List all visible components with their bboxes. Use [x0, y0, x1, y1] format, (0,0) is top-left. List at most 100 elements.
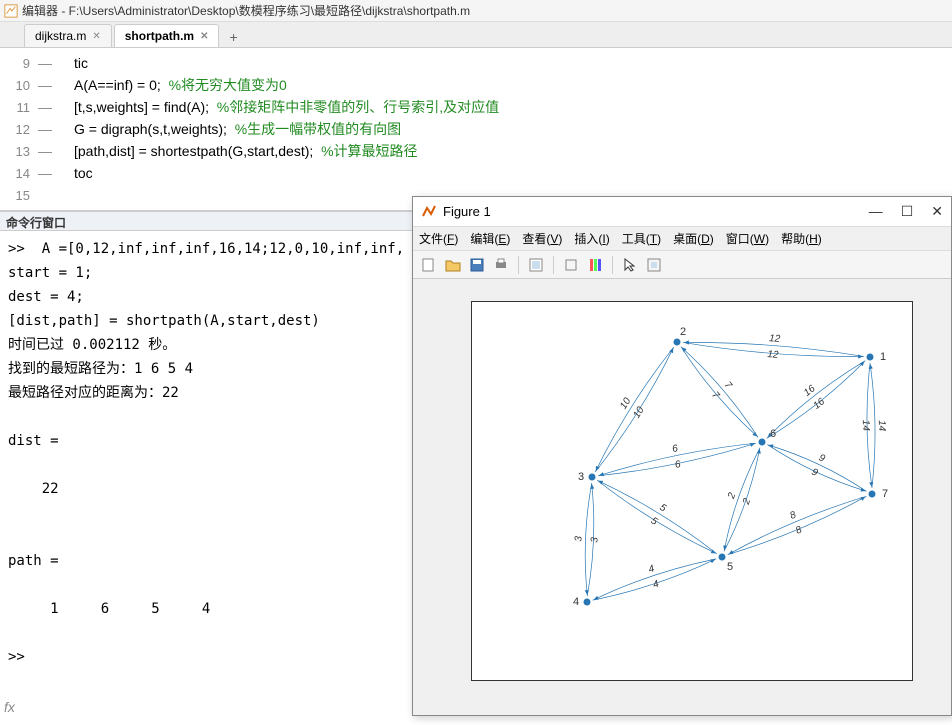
- edge-weight: 8: [794, 524, 804, 536]
- edge-weight: 7: [722, 380, 734, 392]
- menu-item[interactable]: 查看(V): [522, 230, 562, 247]
- graph-node: [867, 354, 874, 361]
- node-label: 2: [680, 326, 686, 338]
- code-text: toc: [54, 165, 93, 181]
- node-label: 7: [882, 488, 888, 500]
- edge-weight: 5: [657, 502, 668, 515]
- code-line[interactable]: 12—G = digraph(s,t,weights); %生成一幅带权值的有向…: [0, 118, 952, 140]
- maximize-button[interactable]: ☐: [901, 203, 914, 220]
- matlab-icon: [421, 204, 437, 220]
- save-icon[interactable]: [467, 255, 487, 275]
- new-icon[interactable]: [419, 255, 439, 275]
- edge-weight: 12: [767, 349, 779, 361]
- figure-window: Figure 1 — ☐ ✕ 文件(F) 编辑(E) 查看(V) 插入(I) 工具(T)…: [412, 196, 952, 716]
- edge-weight: 3: [589, 537, 600, 543]
- line-number: 14: [0, 166, 36, 181]
- menu-item[interactable]: 帮助(H): [781, 230, 822, 247]
- figure-menubar: 文件(F) 编辑(E) 查看(V) 插入(I) 工具(T) 桌面(D) 窗口(W) 帮助(H): [413, 227, 951, 251]
- code-editor[interactable]: 9—tic10—A(A==inf) = 0; %将无穷大值变为011—[t,s,…: [0, 48, 952, 211]
- line-number: 13: [0, 144, 36, 159]
- edge-weight: 16: [811, 396, 827, 412]
- menu-item[interactable]: 桌面(D): [673, 230, 714, 247]
- line-number: 10: [0, 78, 36, 93]
- code-line[interactable]: 9—tic: [0, 52, 952, 74]
- print-icon[interactable]: [491, 255, 511, 275]
- minimize-button[interactable]: —: [869, 203, 883, 220]
- node-label: 6: [770, 428, 776, 440]
- menu-item[interactable]: 插入(I): [574, 230, 609, 247]
- edge-weight: 4: [647, 563, 656, 575]
- print-preview-icon[interactable]: [526, 255, 546, 275]
- insert-colorbar-icon[interactable]: [585, 255, 605, 275]
- dash: —: [36, 121, 54, 137]
- close-button[interactable]: ✕: [931, 203, 943, 220]
- editor-icon: [4, 4, 18, 18]
- code-text: A(A==inf) = 0; %将无穷大值变为0: [54, 75, 287, 95]
- figure-toolbar: [413, 251, 951, 279]
- code-line[interactable]: 10—A(A==inf) = 0; %将无穷大值变为0: [0, 74, 952, 96]
- axes[interactable]: 121216161414101077335566442288991234567: [471, 301, 913, 681]
- data-cursor-icon[interactable]: [644, 255, 664, 275]
- tab-add-button[interactable]: +: [221, 27, 245, 47]
- edge-weight: 14: [860, 420, 871, 432]
- code-text: tic: [54, 55, 88, 71]
- code-line[interactable]: 14—toc: [0, 162, 952, 184]
- code-line[interactable]: 11—[t,s,weights] = find(A); %邻接矩阵中非零值的列、…: [0, 96, 952, 118]
- graph-node: [869, 491, 876, 498]
- separator: [518, 256, 519, 274]
- tab-dijkstra[interactable]: dijkstra.m ✕: [24, 24, 112, 47]
- tab-label: dijkstra.m: [35, 29, 86, 43]
- dash: —: [36, 55, 54, 71]
- edge-weight: 8: [788, 509, 798, 521]
- code-line[interactable]: 13—[path,dist] = shortestpath(G,start,de…: [0, 140, 952, 162]
- editor-title-bar: 编辑器 - F:\Users\Administrator\Desktop\数模程…: [0, 0, 952, 22]
- figure-title: Figure 1: [443, 204, 869, 219]
- node-label: 4: [573, 596, 579, 608]
- menu-item[interactable]: 工具(T): [622, 230, 661, 247]
- node-label: 5: [727, 561, 733, 573]
- fx-icon: fx: [4, 699, 15, 715]
- edge-weight: 16: [802, 383, 818, 399]
- edge-weight: 2: [726, 491, 739, 501]
- pointer-icon[interactable]: [620, 255, 640, 275]
- editor-title: 编辑器 - F:\Users\Administrator\Desktop\数模程…: [22, 2, 470, 19]
- tab-label: shortpath.m: [125, 29, 194, 43]
- edge-weight: 10: [618, 396, 633, 412]
- menu-item[interactable]: 窗口(W): [726, 230, 769, 247]
- code-text: [t,s,weights] = find(A); %邻接矩阵中非零值的列、行号索…: [54, 97, 499, 117]
- graph-node: [584, 599, 591, 606]
- tab-shortpath[interactable]: shortpath.m ✕: [114, 24, 220, 47]
- close-icon[interactable]: ✕: [200, 31, 208, 42]
- line-number: 9: [0, 56, 36, 71]
- link-icon[interactable]: [561, 255, 581, 275]
- separator: [553, 256, 554, 274]
- separator: [612, 256, 613, 274]
- code-text: [path,dist] = shortestpath(G,start,dest)…: [54, 141, 418, 161]
- edge-weight: 9: [817, 452, 827, 465]
- edge-weight: 4: [652, 579, 661, 591]
- edge-weight: 3: [573, 535, 584, 541]
- edge-weight: 7: [709, 390, 721, 402]
- edge-weight: 12: [769, 333, 781, 345]
- open-icon[interactable]: [443, 255, 463, 275]
- graph-node: [719, 554, 726, 561]
- dash: —: [36, 143, 54, 159]
- menu-item[interactable]: 文件(F): [419, 230, 458, 247]
- node-label: 3: [578, 471, 584, 483]
- edge-weight: 14: [876, 420, 887, 432]
- node-label: 1: [880, 351, 886, 363]
- line-number: 15: [0, 188, 36, 203]
- dash: —: [36, 99, 54, 115]
- menu-item[interactable]: 编辑(E): [470, 230, 510, 247]
- code-text: G = digraph(s,t,weights); %生成一幅带权值的有向图: [54, 119, 401, 139]
- close-icon[interactable]: ✕: [92, 31, 100, 42]
- tab-bar: dijkstra.m ✕ shortpath.m ✕ +: [0, 22, 952, 48]
- figure-titlebar[interactable]: Figure 1 — ☐ ✕: [413, 197, 951, 227]
- line-number: 11: [0, 100, 36, 115]
- graph-plot: 121216161414101077335566442288991234567: [472, 302, 912, 680]
- graph-node: [674, 339, 681, 346]
- edge-weight: 6: [674, 459, 682, 471]
- dash: —: [36, 77, 54, 93]
- dash: —: [36, 165, 54, 181]
- line-number: 12: [0, 122, 36, 137]
